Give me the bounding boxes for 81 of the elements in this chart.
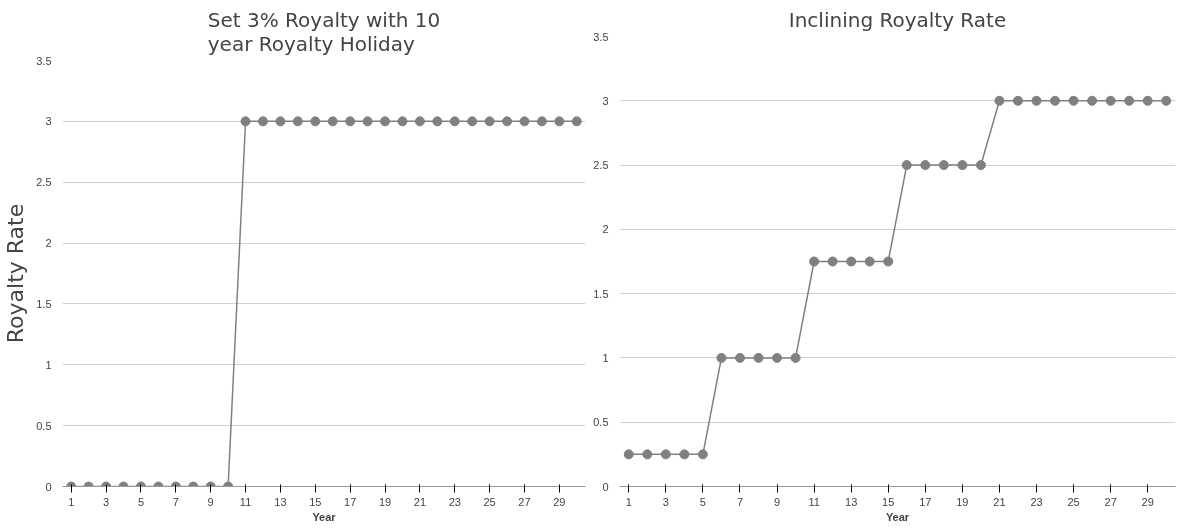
x-tick-label: 17 <box>919 495 932 508</box>
point <box>1124 95 1135 106</box>
y-tick-label: 3.5 <box>36 54 52 67</box>
point <box>679 449 690 460</box>
point <box>864 256 875 267</box>
chart-title: Set 3% Royalty with 10 year Royalty Holiday <box>207 7 441 56</box>
y-tick-label: 1.5 <box>36 297 52 310</box>
x-tick-label: 21 <box>993 495 1006 508</box>
x-tick-label: 7 <box>172 495 179 508</box>
point <box>660 449 671 460</box>
y-tick-label: 0.5 <box>593 416 609 429</box>
x-tick-label: 23 <box>448 495 461 508</box>
x-tick-label: 27 <box>1104 495 1117 508</box>
point <box>1142 95 1153 106</box>
x-tick-label: 1 <box>625 495 632 508</box>
x-tick-label: 13 <box>845 495 858 508</box>
point <box>1050 95 1061 106</box>
y-tick-label: 1 <box>602 351 609 364</box>
point <box>1012 95 1023 106</box>
point <box>1068 95 1079 106</box>
point <box>716 352 727 363</box>
point <box>975 160 986 171</box>
point <box>790 352 801 363</box>
x-tick-label: 15 <box>309 495 322 508</box>
x-tick-label: 3 <box>662 495 669 508</box>
y-tick-label: 0.5 <box>36 419 52 432</box>
x-tick-label: 7 <box>736 495 744 508</box>
point <box>697 449 708 460</box>
x-tick-label: 1 <box>68 495 75 508</box>
x-tick-label: 9 <box>207 495 214 508</box>
y-tick-label: 0 <box>45 480 52 493</box>
x-tick-label: 23 <box>1030 495 1043 508</box>
y-tick-label: 1 <box>45 358 52 371</box>
x-tick-label: 5 <box>137 495 145 508</box>
x-tick-label: 25 <box>483 495 496 508</box>
x-tick-label: 11 <box>239 495 252 508</box>
y-tick-label: 3 <box>602 94 609 107</box>
y-tick-label: 3 <box>45 115 52 128</box>
x-tick-label: 29 <box>553 495 566 508</box>
x-tick-label: 27 <box>518 495 531 508</box>
point <box>623 449 634 460</box>
x-tick-label: 17 <box>344 495 357 508</box>
point <box>1161 95 1172 106</box>
point <box>883 256 894 267</box>
x-tick-label: 19 <box>378 495 392 508</box>
y-tick-label: 2.5 <box>593 159 609 172</box>
x-tick-label: 13 <box>274 495 287 508</box>
x-tick-label: 5 <box>699 495 706 508</box>
point <box>753 352 764 363</box>
y-tick-label: 0 <box>602 480 609 493</box>
point <box>734 352 745 363</box>
x-tick-label: 11 <box>808 495 820 508</box>
y-tick-label: 2.5 <box>36 176 52 189</box>
point <box>920 160 931 171</box>
x-tick-label: 9 <box>773 495 781 508</box>
point <box>1031 95 1042 106</box>
point <box>957 160 968 171</box>
y-tick-label: 1.5 <box>593 287 609 300</box>
point <box>827 256 838 267</box>
point <box>938 160 949 171</box>
y-axis-title: Royalty Rate <box>3 203 29 344</box>
x-axis-title: Year <box>885 510 910 523</box>
y-tick-label: 3.5 <box>593 30 609 43</box>
x-axis-title: Year <box>312 510 337 523</box>
point <box>846 256 857 267</box>
x-tick-label: 21 <box>413 495 427 508</box>
point <box>809 256 820 267</box>
chart-title: Inclining Royalty Rate <box>788 7 1007 32</box>
point <box>1105 95 1116 106</box>
x-tick-label: 3 <box>103 495 110 508</box>
x-tick-label: 25 <box>1067 495 1080 508</box>
y-tick-label: 2 <box>45 237 52 250</box>
point <box>901 160 912 171</box>
y-tick-label: 2 <box>602 223 609 236</box>
x-tick-label: 19 <box>956 495 969 508</box>
point <box>1087 95 1098 106</box>
point <box>642 449 653 460</box>
point <box>772 352 783 363</box>
x-tick-label: 29 <box>1141 495 1154 508</box>
point <box>994 95 1005 106</box>
x-tick-label: 15 <box>882 495 895 508</box>
